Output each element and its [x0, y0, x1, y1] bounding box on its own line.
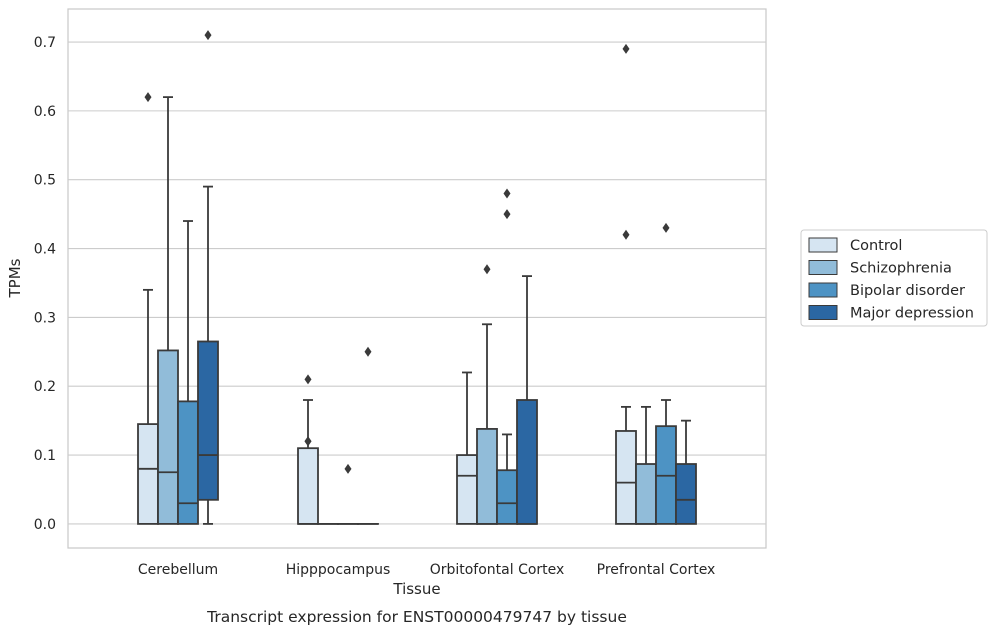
box-body	[516, 399, 538, 525]
y-tick-label: 0.7	[34, 35, 56, 51]
legend-label: Control	[850, 238, 902, 254]
legend-swatch	[808, 305, 838, 320]
box-body	[137, 423, 159, 525]
box-1-2	[476, 264, 498, 525]
legend-swatch	[808, 237, 838, 253]
outlier-point	[204, 30, 212, 41]
box-body	[456, 454, 478, 525]
legend-label: Major depression	[850, 306, 974, 322]
box-body	[157, 349, 179, 525]
legend-label: Bipolar disorder	[850, 283, 965, 299]
legend: Control Schizophrenia Bipolar disorder Majo…	[800, 229, 988, 327]
box-0-1	[297, 374, 319, 525]
box-body	[615, 430, 637, 525]
outlier-point	[503, 209, 511, 220]
x-tick-label: Hipppocampus	[286, 562, 391, 578]
outlier-point	[483, 264, 491, 275]
y-tick-label: 0.6	[34, 104, 56, 120]
outlier-point	[662, 222, 670, 233]
legend-swatch	[808, 260, 838, 275]
x-tick-label: Cerebellum	[138, 562, 218, 578]
y-axis-label: TPMs	[6, 258, 24, 298]
box-body	[177, 400, 199, 525]
box-3-0	[197, 30, 219, 525]
x-tick-label: Prefrontal Cortex	[597, 562, 716, 578]
outlier-point	[622, 229, 630, 240]
box-0-2	[456, 371, 478, 525]
caption: Transcript expression for ENST0000047974…	[206, 608, 627, 626]
x-axis-label: Tissue	[392, 580, 440, 598]
outlier-point	[503, 188, 511, 199]
box-body	[635, 463, 657, 525]
box-2-0	[177, 220, 199, 525]
outlier-point	[344, 463, 352, 474]
box-3-1	[357, 346, 379, 525]
box-2-2	[496, 188, 518, 525]
box-body	[496, 469, 518, 525]
y-tick-label: 0.0	[34, 517, 56, 533]
y-tick-label: 0.1	[34, 448, 56, 464]
legend-swatch	[808, 282, 838, 298]
box-3-2	[516, 275, 538, 525]
outlier-point	[304, 374, 312, 385]
legend-label: Schizophrenia	[850, 261, 952, 277]
outlier-point	[364, 346, 372, 357]
outlier-point	[144, 92, 152, 103]
x-tick-label: Orbitofontal Cortex	[430, 562, 565, 578]
y-tick-label: 0.5	[34, 173, 56, 189]
box-body	[476, 428, 498, 525]
outlier-point	[304, 436, 312, 447]
y-tick-label: 0.2	[34, 379, 56, 395]
x-tick-labels: Cerebellum Hipppocampus Orbitofontal Corte…	[138, 562, 715, 578]
outlier-point	[622, 43, 630, 54]
box-3-3	[675, 419, 697, 525]
box-body	[297, 447, 319, 525]
y-tick-labels: 0.0 0.1 0.2 0.3 0.4 0.5 0.6 0.7	[34, 35, 56, 533]
boxes-layer	[137, 30, 697, 525]
legend-frame	[800, 229, 988, 327]
box-2-3	[655, 222, 677, 525]
box-body	[675, 463, 697, 525]
y-tick-label: 0.3	[34, 310, 56, 326]
box-body	[197, 340, 219, 501]
y-tick-label: 0.4	[34, 242, 56, 258]
